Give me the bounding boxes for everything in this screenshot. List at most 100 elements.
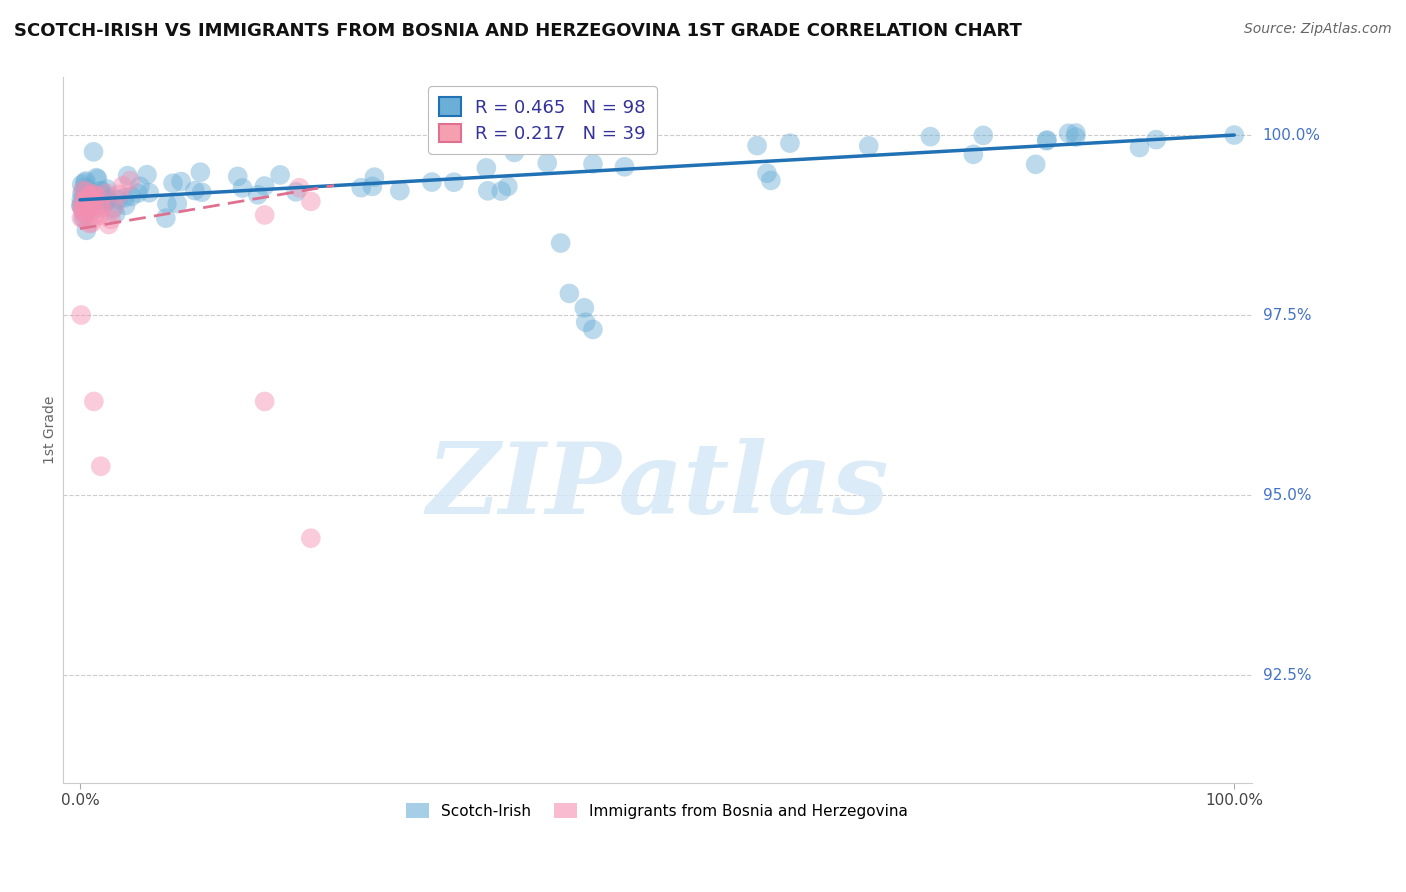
Point [1064,130,1087,145]
Point [443,175,465,189]
Point [90,184,112,198]
Point [299,531,322,545]
Point [117,169,139,183]
Point [83,187,105,202]
Point [166,196,188,211]
Point [155,211,177,226]
Point [79,192,101,206]
Point [1128,140,1150,154]
Point [70,308,93,322]
Point [136,168,159,182]
Point [73,211,96,226]
Point [103,202,125,216]
Point [72,202,94,217]
Point [361,179,384,194]
Point [253,394,276,409]
Point [83,394,105,409]
Point [73,187,96,202]
Point [759,173,782,187]
Point [73,207,96,221]
Point [491,184,513,198]
Point [79,186,101,200]
Point [83,198,105,212]
Point [118,173,141,187]
Point [550,235,572,250]
Point [111,178,134,193]
Point [73,194,96,209]
Point [96,192,118,206]
Point [127,186,149,200]
Point [108,187,131,202]
Point [83,145,105,159]
Point [1223,128,1246,142]
Point [79,186,101,201]
Point [536,156,558,170]
Point [246,187,269,202]
Point [269,168,291,182]
Point [574,301,596,315]
Point [90,184,112,198]
Point [70,198,93,212]
Point [1064,126,1087,140]
Point [114,198,136,212]
Point [70,178,93,192]
Point [388,184,411,198]
Point [103,200,125,214]
Point [496,179,519,194]
Point [72,211,94,225]
Point [73,180,96,194]
Point [184,184,207,198]
Point [100,212,122,227]
Point [558,286,581,301]
Point [112,191,135,205]
Point [75,182,97,196]
Point [253,208,276,222]
Point [79,189,101,203]
Point [755,166,778,180]
Text: ZIPatlas: ZIPatlas [426,439,889,535]
Point [162,176,184,190]
Point [104,207,127,221]
Point [288,180,311,194]
Point [582,157,605,171]
Point [86,201,108,215]
Point [94,193,117,207]
Point [107,193,129,207]
Point [73,202,96,216]
Point [82,194,104,208]
Point [73,176,96,190]
Point [90,199,112,213]
Point [962,147,984,161]
Point [420,175,443,189]
Point [83,207,105,221]
Point [87,208,110,222]
Point [613,160,636,174]
Point [86,172,108,186]
Point [79,190,101,204]
Point [299,194,322,209]
Text: Source: ZipAtlas.com: Source: ZipAtlas.com [1244,22,1392,37]
Point [1025,157,1047,171]
Point [75,193,97,207]
Point [610,129,633,144]
Point [920,129,942,144]
Point [1057,126,1080,140]
Point [90,459,112,474]
Point [121,189,143,203]
Text: 92.5%: 92.5% [1263,667,1312,682]
Legend: Scotch-Irish, Immigrants from Bosnia and Herzegovina: Scotch-Irish, Immigrants from Bosnia and… [399,797,914,825]
Point [503,145,526,160]
Point [1036,133,1059,147]
Point [138,186,160,200]
Point [188,165,211,179]
Point [77,188,100,202]
Point [75,184,97,198]
Point [96,186,118,201]
Point [285,185,308,199]
Point [858,139,880,153]
Point [350,180,373,194]
Point [89,194,111,208]
Point [1035,134,1057,148]
Point [84,170,107,185]
Point [190,186,212,200]
